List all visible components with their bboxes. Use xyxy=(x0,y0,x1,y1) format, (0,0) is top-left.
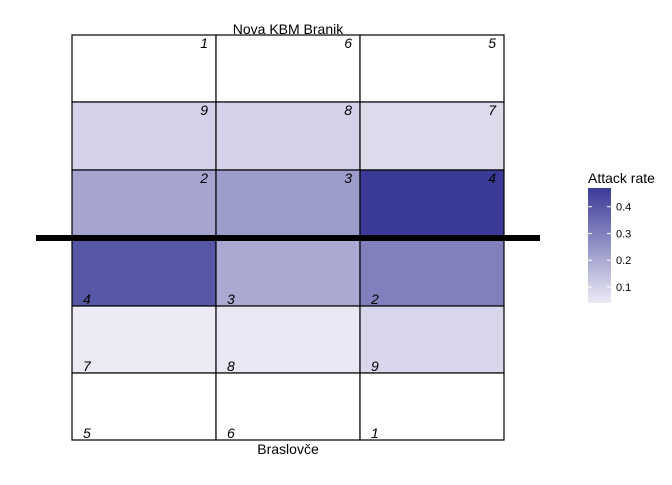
bottom-zone-6-label: 6 xyxy=(227,425,235,441)
bottom-zone-6-cell xyxy=(215,372,361,441)
zone-labels: 1 6 5 9 8 7 2 3 4 4 3 2 7 8 9 5 6 1 xyxy=(83,35,497,441)
bottom-zone-3-label: 3 xyxy=(227,291,235,307)
bottom-zone-8-cell xyxy=(215,305,361,374)
top-zone-9-cell xyxy=(71,101,217,171)
bottom-zone-9-label: 9 xyxy=(371,358,379,374)
legend-title: Attack rate xyxy=(588,170,655,186)
top-team-label: Nova KBM Branik xyxy=(233,21,344,37)
top-zone-8-cell xyxy=(215,101,361,171)
top-zone-2-cell xyxy=(71,169,217,239)
top-zone-4-label: 4 xyxy=(488,170,496,186)
top-zone-6-cell xyxy=(215,34,361,103)
bottom-zone-7-cell xyxy=(71,305,217,374)
top-zone-3-cell xyxy=(215,169,361,239)
top-zone-1-label: 1 xyxy=(200,35,208,51)
legend-ticks: 0.1 0.2 0.3 0.4 xyxy=(588,202,631,294)
top-zone-3-label: 3 xyxy=(344,170,352,186)
top-zone-2-label: 2 xyxy=(199,170,208,186)
legend-colorbar xyxy=(588,188,611,303)
top-zone-4-cell xyxy=(359,169,505,239)
bottom-zone-8-label: 8 xyxy=(227,358,235,374)
bottom-zone-1-label: 1 xyxy=(371,425,379,441)
bottom-zone-2-cell xyxy=(359,237,505,307)
bottom-zone-7-label: 7 xyxy=(83,358,92,374)
legend-tick-label: 0.2 xyxy=(616,255,631,267)
top-zone-5-cell xyxy=(359,34,505,103)
top-zone-7-cell xyxy=(359,101,505,171)
bottom-zone-4-label: 4 xyxy=(83,291,91,307)
top-zone-8-label: 8 xyxy=(344,102,352,118)
bottom-zone-5-cell xyxy=(71,372,217,441)
bottom-zone-3-cell xyxy=(215,237,361,307)
top-zone-9-label: 9 xyxy=(200,102,208,118)
court-zones xyxy=(71,34,505,441)
top-zone-7-label: 7 xyxy=(488,102,497,118)
bottom-team-label: Braslovče xyxy=(257,441,319,457)
legend: Attack rate 0.1 0.2 0.3 0.4 xyxy=(588,170,655,303)
top-zone-6-label: 6 xyxy=(344,35,352,51)
legend-tick-label: 0.1 xyxy=(616,282,631,294)
bottom-zone-4-cell xyxy=(71,237,217,307)
bottom-zone-1-cell xyxy=(359,372,505,441)
top-zone-5-label: 5 xyxy=(488,35,496,51)
bottom-zone-2-label: 2 xyxy=(370,291,379,307)
bottom-zone-9-cell xyxy=(359,305,505,374)
top-zone-1-cell xyxy=(71,34,217,103)
legend-tick-label: 0.3 xyxy=(616,228,631,240)
bottom-zone-5-label: 5 xyxy=(83,425,91,441)
legend-tick-label: 0.4 xyxy=(616,202,631,214)
